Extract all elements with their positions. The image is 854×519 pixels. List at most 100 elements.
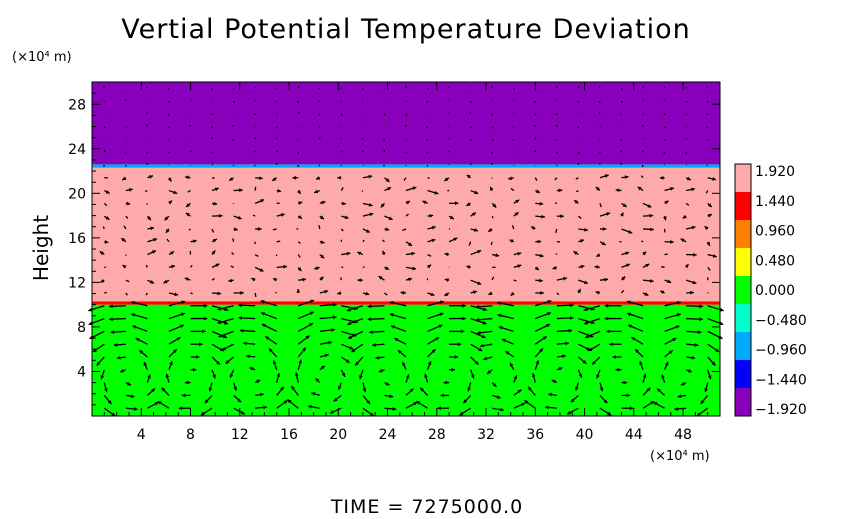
wind-arrowhead: [661, 374, 665, 379]
wind-arrowhead: [297, 215, 302, 219]
wind-arrowhead: [214, 187, 219, 192]
wind-arrowhead: [154, 402, 159, 406]
wind-arrowhead: [346, 251, 351, 256]
colorbar-swatch: [735, 192, 751, 221]
wind-arrowhead: [208, 387, 213, 392]
wind-arrowhead: [199, 342, 203, 347]
y-axis-unit: (×10⁴ m): [12, 50, 72, 65]
wind-arrowhead: [302, 347, 306, 352]
wind-arrow: [706, 113, 709, 116]
y-tick-label: 28: [68, 97, 86, 113]
wind-arrowhead: [451, 367, 456, 372]
colorbar-label: 1.920: [755, 164, 795, 180]
wind-arrow: [340, 228, 344, 232]
wind-arrowhead: [122, 265, 127, 269]
wind-arrow: [233, 100, 235, 103]
wind-arrowhead: [595, 290, 600, 295]
colorbar-label: 0.960: [755, 224, 795, 240]
wind-arrowhead: [422, 200, 427, 205]
wind-arrowhead: [687, 368, 692, 373]
wind-arrowhead: [309, 311, 314, 316]
wind-arrowhead: [298, 359, 303, 364]
wind-arrowhead: [546, 323, 551, 328]
wind-arrow: [275, 87, 278, 90]
wind-arrowhead: [147, 216, 151, 221]
wind-arrowhead: [302, 277, 307, 282]
wind-arrowhead: [346, 307, 351, 312]
wind-arrowhead: [495, 253, 500, 258]
wind-arrowhead: [203, 316, 208, 321]
wind-arrowhead: [212, 238, 217, 243]
wind-arrowhead: [109, 304, 113, 309]
colorbar-label: −1.920: [755, 402, 807, 418]
wind-arrowhead: [639, 361, 643, 366]
wind-arrowhead: [680, 238, 685, 243]
wind-arrowhead: [577, 288, 581, 293]
wind-arrowhead: [642, 373, 647, 378]
wind-arrowhead: [573, 251, 578, 255]
wind-arrowhead: [382, 250, 386, 255]
wind-arrowhead: [315, 176, 320, 180]
wind-arrowhead: [645, 263, 650, 268]
wind-arrow: [340, 187, 344, 191]
wind-arrowhead: [712, 254, 717, 258]
wind-arrowhead: [184, 277, 189, 282]
wind-arrowhead: [297, 267, 302, 272]
x-tick-label: 48: [674, 427, 692, 443]
wind-arrowhead: [595, 187, 600, 191]
wind-arrowhead: [181, 393, 186, 398]
wind-arrowhead: [539, 278, 543, 283]
wind-arrowhead: [501, 338, 506, 343]
wind-arrowhead: [389, 313, 394, 317]
wind-arrowhead: [625, 251, 630, 256]
wind-arrowhead: [184, 380, 189, 385]
wind-arrowhead: [628, 229, 633, 234]
wind-arrowhead: [215, 263, 220, 268]
wind-arrowhead: [562, 354, 566, 359]
wind-arrowhead: [697, 330, 702, 335]
wind-arrowhead: [256, 379, 261, 384]
wind-arrowhead: [696, 412, 701, 417]
wind-arrowhead: [431, 238, 436, 243]
wind-arrowhead: [217, 306, 222, 311]
wind-arrowhead: [462, 303, 466, 308]
wind-arrow: [555, 228, 558, 233]
wind-arrowhead: [488, 228, 493, 232]
wind-arrow: [707, 266, 711, 271]
wind-arrow: [620, 87, 623, 91]
wind-arrowhead: [150, 226, 155, 231]
wind-arrowhead: [570, 316, 574, 320]
x-tick-label: 4: [137, 427, 146, 443]
wind-arrowhead: [690, 290, 694, 295]
wind-arrowhead: [269, 348, 273, 353]
wind-arrowhead: [99, 251, 104, 255]
wind-arrow: [490, 241, 493, 246]
wind-arrowhead: [424, 373, 428, 378]
wind-arrowhead: [179, 324, 184, 329]
wind-arrowhead: [233, 386, 237, 391]
wind-arrow: [491, 139, 494, 142]
wind-arrow: [297, 254, 301, 258]
wind-arrowhead: [320, 365, 325, 370]
wind-arrow: [427, 253, 432, 257]
wind-arrow: [405, 113, 408, 117]
wind-arrow: [254, 254, 259, 257]
wind-arrow: [641, 164, 644, 168]
wind-arrowhead: [385, 266, 390, 270]
wind-arrowhead: [670, 187, 674, 191]
wind-arrowhead: [596, 374, 600, 379]
wind-arrowhead: [348, 335, 353, 339]
wind-arrow: [254, 86, 257, 89]
wind-arrow: [318, 126, 321, 128]
wind-arrowhead: [261, 312, 265, 316]
wind-arrowhead: [579, 239, 584, 243]
wind-arrowhead: [568, 328, 573, 333]
wind-arrow: [166, 238, 170, 243]
wind-arrowhead: [311, 392, 316, 396]
wind-arrowhead: [92, 348, 97, 352]
wind-arrowhead: [480, 343, 484, 348]
wind-arrowhead: [427, 361, 432, 366]
wind-arrowhead: [122, 176, 127, 181]
wind-arrowhead: [602, 227, 607, 231]
